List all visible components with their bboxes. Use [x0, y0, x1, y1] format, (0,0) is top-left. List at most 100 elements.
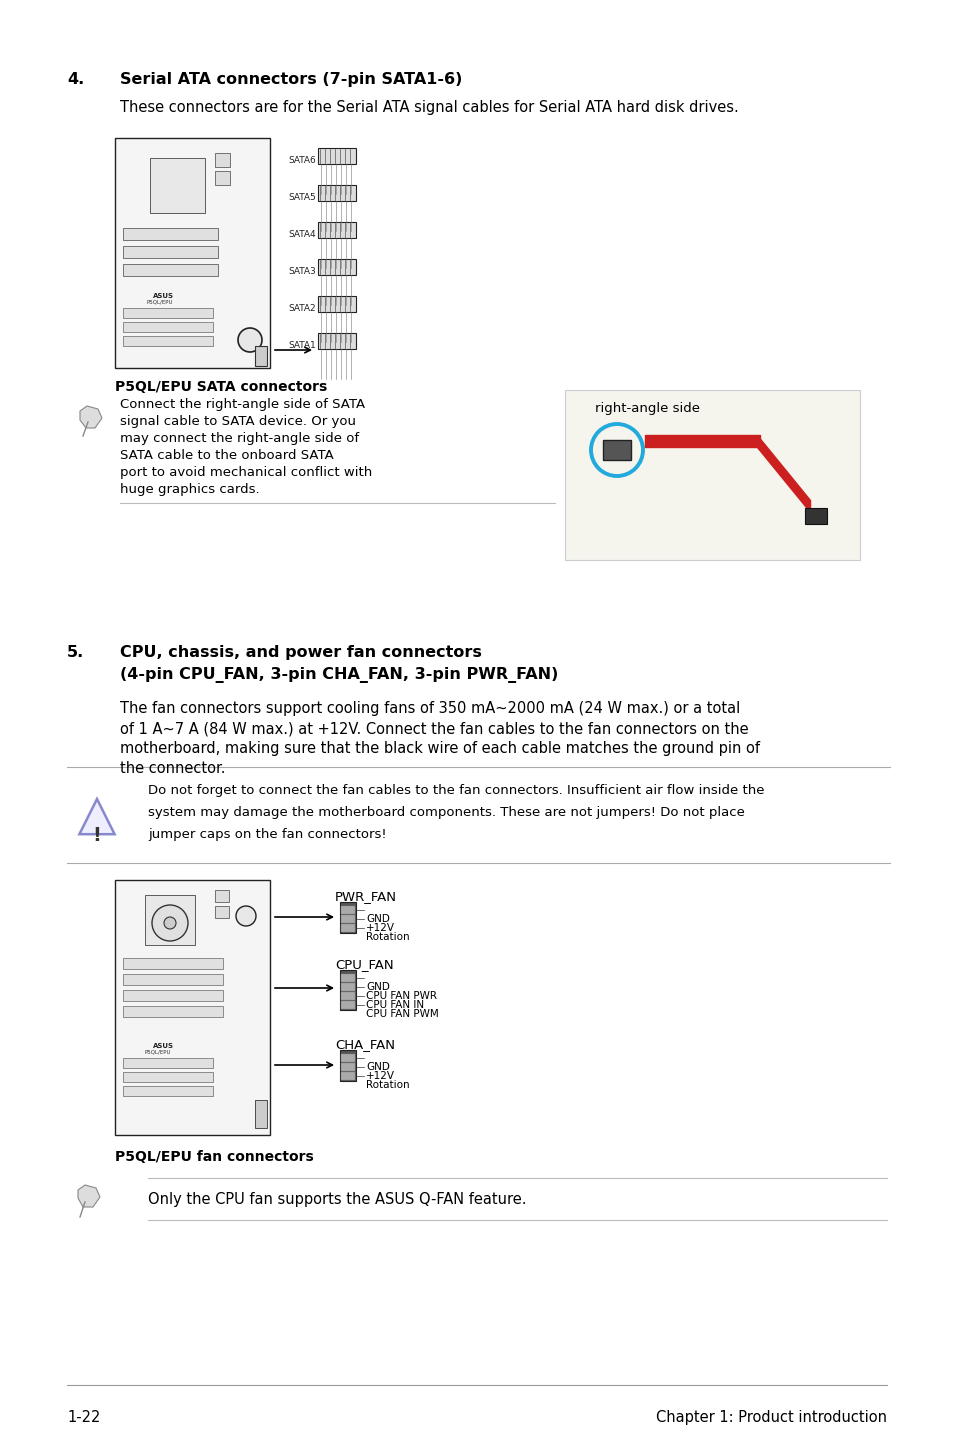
Text: (4-pin CPU_FAN, 3-pin CHA_FAN, 3-pin PWR_FAN): (4-pin CPU_FAN, 3-pin CHA_FAN, 3-pin PWR…	[120, 667, 558, 683]
Text: CPU FAN IN: CPU FAN IN	[366, 999, 424, 1009]
Text: +12V: +12V	[366, 1071, 395, 1081]
Circle shape	[235, 906, 255, 926]
Circle shape	[237, 328, 262, 352]
Bar	[123, 1007, 223, 1017]
Bar	[339, 1050, 355, 1081]
Bar	[214, 152, 230, 167]
Bar	[317, 334, 355, 349]
Text: CPU FAN PWR: CPU FAN PWR	[366, 991, 436, 1001]
Bar	[317, 186, 355, 201]
Bar	[340, 1054, 355, 1063]
Bar	[214, 906, 229, 917]
Bar	[254, 347, 267, 367]
Text: CHA_FAN: CHA_FAN	[335, 1038, 395, 1051]
Text: GND: GND	[366, 982, 390, 992]
Text: !: !	[92, 827, 101, 846]
Bar	[123, 974, 223, 985]
Circle shape	[152, 905, 188, 940]
Bar	[123, 989, 223, 1001]
Text: port to avoid mechanical conflict with: port to avoid mechanical conflict with	[120, 466, 372, 479]
Text: PWR_FAN: PWR_FAN	[335, 890, 396, 903]
Bar	[123, 265, 218, 276]
Text: system may damage the motherboard components. These are not jumpers! Do not plac: system may damage the motherboard compon…	[148, 807, 744, 820]
Bar	[123, 1086, 213, 1096]
Text: P5QL/EPU: P5QL/EPU	[145, 1050, 172, 1055]
Bar	[214, 171, 230, 186]
Text: ASUS: ASUS	[152, 293, 173, 299]
Bar	[115, 138, 270, 368]
Text: Chapter 1: Product introduction: Chapter 1: Product introduction	[656, 1411, 886, 1425]
Text: 5.: 5.	[67, 646, 84, 660]
Bar	[339, 902, 355, 933]
Polygon shape	[80, 406, 102, 429]
Bar	[340, 974, 355, 982]
Bar	[564, 390, 859, 559]
Bar	[123, 1058, 213, 1068]
Bar	[214, 890, 229, 902]
Text: of 1 A~7 A (84 W max.) at +12V. Connect the fan cables to the fan connectors on : of 1 A~7 A (84 W max.) at +12V. Connect …	[120, 720, 748, 736]
Text: 4.: 4.	[67, 72, 84, 88]
Bar	[317, 221, 355, 239]
Bar	[340, 1063, 355, 1071]
Bar	[340, 915, 355, 923]
Text: Serial ATA connectors (7-pin SATA1-6): Serial ATA connectors (7-pin SATA1-6)	[120, 72, 462, 88]
Text: motherboard, making sure that the black wire of each cable matches the ground pi: motherboard, making sure that the black …	[120, 741, 760, 756]
Text: Do not forget to connect the fan cables to the fan connectors. Insufficient air : Do not forget to connect the fan cables …	[148, 784, 763, 797]
Bar	[340, 984, 355, 991]
Text: +12V: +12V	[366, 923, 395, 933]
Text: SATA4: SATA4	[288, 230, 315, 239]
Text: P5QL/EPU: P5QL/EPU	[147, 301, 173, 305]
Polygon shape	[79, 800, 114, 834]
Text: ASUS: ASUS	[152, 1043, 173, 1048]
Text: SATA3: SATA3	[288, 267, 315, 276]
Bar	[602, 440, 630, 460]
Text: SATA2: SATA2	[288, 303, 315, 313]
Text: huge graphics cards.: huge graphics cards.	[120, 483, 259, 496]
Text: SATA cable to the onboard SATA: SATA cable to the onboard SATA	[120, 449, 334, 462]
Text: GND: GND	[366, 1063, 390, 1071]
Bar	[317, 259, 355, 275]
Bar	[115, 880, 270, 1135]
Text: may connect the right-angle side of: may connect the right-angle side of	[120, 431, 358, 444]
Bar	[317, 148, 355, 164]
Text: SATA5: SATA5	[288, 193, 315, 201]
Text: CPU, chassis, and power fan connectors: CPU, chassis, and power fan connectors	[120, 646, 481, 660]
Text: SATA6: SATA6	[288, 155, 315, 165]
Bar	[123, 322, 213, 332]
Text: P5QL/EPU SATA connectors: P5QL/EPU SATA connectors	[115, 380, 327, 394]
Text: CPU FAN PWM: CPU FAN PWM	[366, 1009, 438, 1020]
Text: signal cable to SATA device. Or you: signal cable to SATA device. Or you	[120, 416, 355, 429]
Bar	[145, 894, 194, 945]
Text: P5QL/EPU fan connectors: P5QL/EPU fan connectors	[115, 1150, 314, 1163]
Text: These connectors are for the Serial ATA signal cables for Serial ATA hard disk d: These connectors are for the Serial ATA …	[120, 101, 738, 115]
Text: GND: GND	[366, 915, 390, 925]
Bar	[150, 158, 205, 213]
Bar	[339, 971, 355, 1009]
Text: Only the CPU fan supports the ASUS Q-FAN feature.: Only the CPU fan supports the ASUS Q-FAN…	[148, 1192, 526, 1206]
Bar	[254, 1100, 267, 1127]
Text: jumper caps on the fan connectors!: jumper caps on the fan connectors!	[148, 828, 386, 841]
Bar	[340, 906, 355, 915]
Bar	[317, 296, 355, 312]
Text: The fan connectors support cooling fans of 350 mA~2000 mA (24 W max.) or a total: The fan connectors support cooling fans …	[120, 700, 740, 716]
Polygon shape	[78, 1185, 100, 1206]
Text: the connector.: the connector.	[120, 761, 225, 777]
Bar	[123, 246, 218, 257]
Bar	[123, 336, 213, 347]
Bar	[123, 308, 213, 318]
Bar	[123, 229, 218, 240]
Text: Connect the right-angle side of SATA: Connect the right-angle side of SATA	[120, 398, 365, 411]
Bar	[804, 508, 826, 523]
Text: Rotation: Rotation	[366, 1080, 409, 1090]
Bar	[123, 958, 223, 969]
Circle shape	[164, 917, 175, 929]
Text: Rotation: Rotation	[366, 932, 409, 942]
Bar	[340, 992, 355, 999]
Text: right-angle side: right-angle side	[595, 403, 700, 416]
Bar	[340, 925, 355, 932]
Text: CPU_FAN: CPU_FAN	[335, 958, 394, 971]
Bar	[340, 1071, 355, 1080]
Bar	[340, 1001, 355, 1009]
Text: SATA1: SATA1	[288, 341, 315, 349]
Text: 1-22: 1-22	[67, 1411, 100, 1425]
